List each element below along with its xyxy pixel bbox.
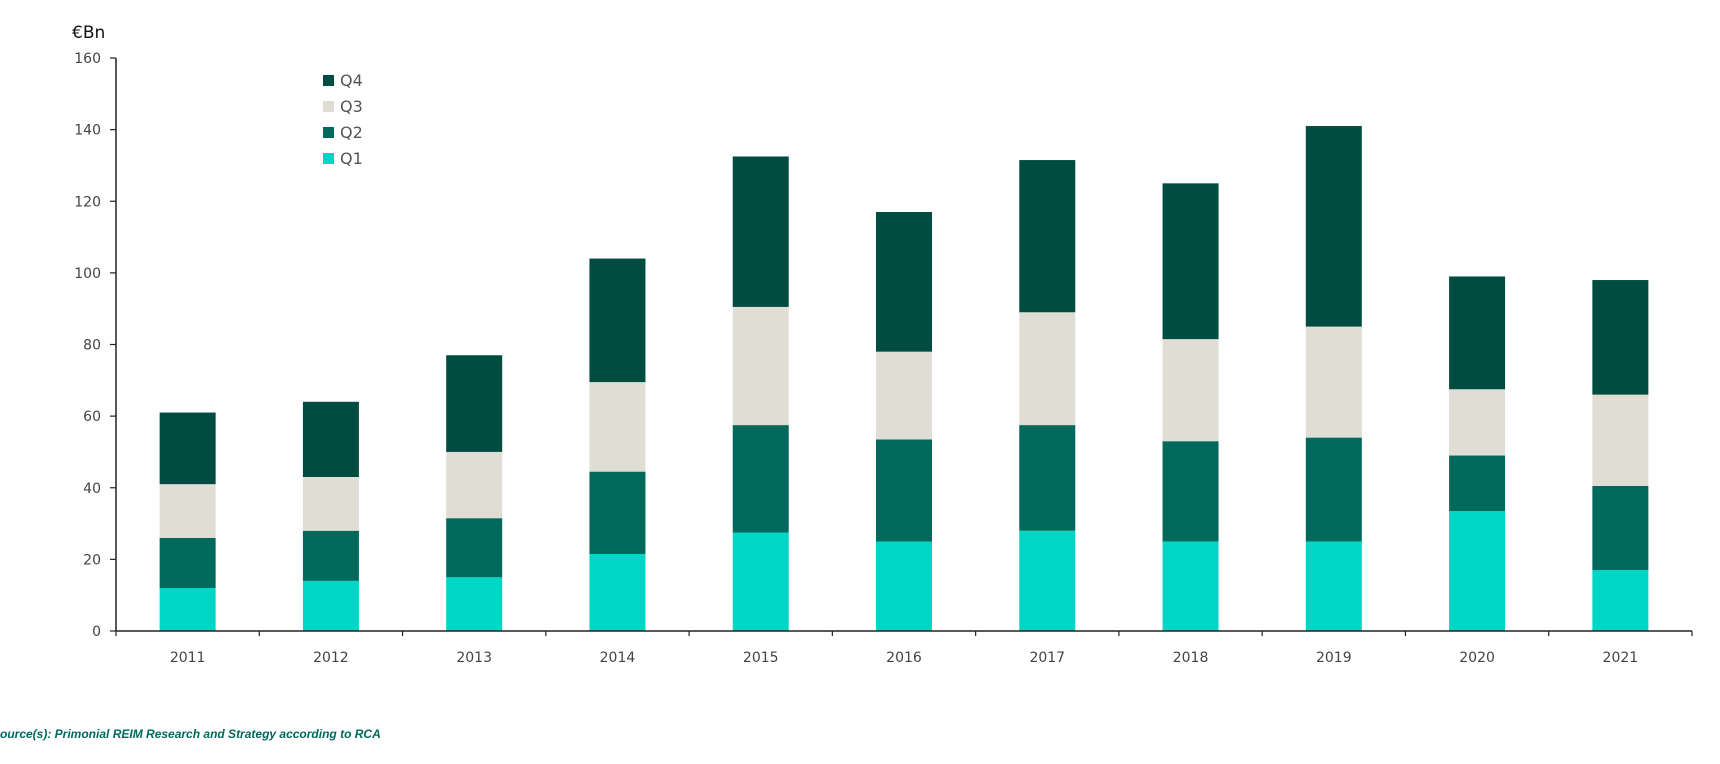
bar-q3-2020 [1449, 389, 1506, 456]
x-tick-label: 2018 [1173, 650, 1209, 666]
bar-q4-2014 [589, 258, 646, 383]
y-tick-label: 160 [74, 51, 101, 67]
legend-swatch-q4 [323, 75, 334, 86]
bar-q1-2019 [1305, 541, 1362, 631]
bar-q2-2021 [1592, 485, 1649, 571]
bar-q2-2016 [876, 439, 932, 542]
bar-q3-2012 [302, 477, 359, 531]
bar-q4-2013 [446, 355, 503, 452]
bar-q3-2019 [1305, 326, 1362, 438]
bar-q2-2017 [1019, 425, 1076, 531]
bar-q4-2017 [1019, 160, 1076, 313]
bar-q3-2011 [159, 484, 216, 538]
y-tick-label: 120 [74, 194, 101, 210]
legend-swatch-q3 [323, 101, 334, 112]
x-tick-label: 2013 [456, 650, 492, 666]
bar-q1-2017 [1019, 530, 1076, 631]
y-tick-label: 100 [74, 266, 101, 282]
x-tick-label: 2019 [1316, 650, 1352, 666]
legend-swatch-q1 [323, 153, 334, 164]
x-tick-label: 2012 [313, 650, 349, 666]
bar-q1-2013 [446, 577, 503, 631]
bar-q3-2021 [1592, 394, 1649, 486]
source-note: ource(s): Primonial REIM Research and St… [0, 727, 381, 741]
y-tick-label: 80 [83, 338, 101, 354]
x-tick-label: 2017 [1029, 650, 1065, 666]
bar-q1-2012 [302, 580, 359, 631]
bar-q4-2012 [302, 401, 359, 478]
bar-q4-2018 [1162, 183, 1219, 340]
legend-label-q3: Q3 [340, 97, 363, 116]
x-tick-label: 2021 [1603, 650, 1639, 666]
legend-label-q4: Q4 [340, 71, 363, 90]
bar-q2-2018 [1162, 441, 1219, 542]
x-tick-label: 2011 [170, 650, 206, 666]
bar-q1-2018 [1162, 541, 1219, 631]
y-axis-label: €Bn [72, 23, 105, 43]
x-tick-label: 2014 [600, 650, 636, 666]
y-tick-label: 20 [83, 552, 101, 568]
bar-q4-2011 [159, 412, 216, 485]
bar-q4-2015 [732, 156, 789, 307]
bar-q3-2014 [589, 382, 646, 472]
bar-q1-2015 [732, 532, 789, 631]
legend-swatch-q2 [323, 127, 334, 138]
bar-q4-2020 [1449, 276, 1506, 390]
bar-q3-2017 [1019, 312, 1076, 426]
bar-q1-2020 [1449, 511, 1506, 631]
bar-q4-2019 [1305, 126, 1362, 327]
bar-q3-2015 [732, 306, 789, 426]
bar-q2-2012 [302, 530, 359, 581]
bar-q4-2016 [876, 211, 932, 352]
bar-q1-2014 [589, 554, 646, 631]
legend-label-q2: Q2 [340, 123, 363, 142]
x-tick-label: 2020 [1459, 650, 1495, 666]
bar-q2-2019 [1305, 437, 1362, 542]
y-tick-label: 40 [83, 481, 101, 497]
bar-q3-2018 [1162, 339, 1219, 442]
x-tick-label: 2015 [743, 650, 779, 666]
legend-label-q1: Q1 [340, 149, 363, 168]
y-tick-label: 0 [92, 624, 101, 640]
bar-q2-2011 [159, 537, 216, 589]
bar-q2-2015 [732, 425, 789, 533]
bar-q1-2021 [1592, 570, 1649, 631]
bar-q3-2013 [446, 451, 503, 519]
bar-q4-2021 [1592, 280, 1649, 395]
bar-q3-2016 [876, 351, 932, 440]
bar-q2-2013 [446, 518, 503, 578]
bar-q2-2014 [589, 471, 646, 555]
y-tick-label: 140 [74, 123, 101, 139]
bar-q1-2011 [159, 588, 216, 631]
x-tick-label: 2016 [886, 650, 922, 666]
bar-q2-2020 [1449, 455, 1506, 512]
y-tick-label: 60 [83, 409, 101, 425]
bar-q1-2016 [876, 541, 932, 631]
